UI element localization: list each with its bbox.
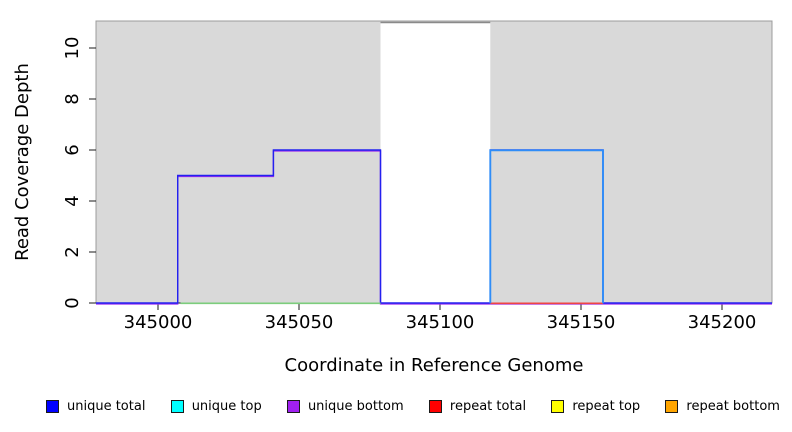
repeat-top-swatch-icon <box>551 399 565 413</box>
y-tick-label: 10 <box>62 37 83 60</box>
legend-label: unique bottom <box>307 398 404 414</box>
unique-bottom-swatch-icon <box>286 399 300 413</box>
x-tick-label: 345150 <box>547 312 616 333</box>
highlight-band <box>380 22 491 303</box>
legend-item-unique-bottom: unique bottom <box>286 398 404 414</box>
legend-item-repeat-top: repeat top <box>551 399 640 414</box>
legend-item-repeat-bottom: repeat bottom <box>665 399 780 414</box>
unique-total-swatch-icon <box>46 399 59 413</box>
legend-item-unique-total: unique total <box>46 399 145 414</box>
repeat-bottom-swatch-icon <box>665 399 679 413</box>
repeat-total-swatch-icon <box>428 399 442 413</box>
x-tick-labels: 345000 345050 345100 345150 345200 <box>124 312 757 333</box>
y-tick-label: 8 <box>62 93 83 104</box>
legend-label: repeat total <box>449 398 527 414</box>
unique-top-swatch-icon <box>170 399 184 413</box>
series-lines-group <box>96 149 772 305</box>
y-tick-label: 6 <box>62 144 83 155</box>
highlight-band-layer <box>380 21 491 303</box>
y-tick-labels: 0 2 4 6 8 10 <box>62 37 83 309</box>
unique-top-line <box>489 149 604 304</box>
legend-item-repeat-total: repeat total <box>428 398 527 414</box>
x-tick-label: 345000 <box>124 312 193 333</box>
legend-label: unique top <box>191 398 262 414</box>
x-tick-label: 345050 <box>265 312 334 333</box>
legend-label: unique total <box>67 398 146 414</box>
x-tick-label: 345100 <box>406 312 475 333</box>
legend-item-unique-top: unique top <box>170 398 262 414</box>
y-tick-label: 0 <box>62 297 83 308</box>
y-axis-title: Read Coverage Depth <box>12 63 33 261</box>
legend-label: repeat bottom <box>686 398 780 414</box>
legend-label: repeat top <box>572 398 641 414</box>
x-tick-label: 345200 <box>688 312 757 333</box>
y-tick-label: 4 <box>62 195 83 206</box>
legend: unique total unique top unique bottom re… <box>46 394 780 418</box>
x-axis-title: Coordinate in Reference Genome <box>285 355 584 376</box>
y-tick-label: 2 <box>62 246 83 257</box>
